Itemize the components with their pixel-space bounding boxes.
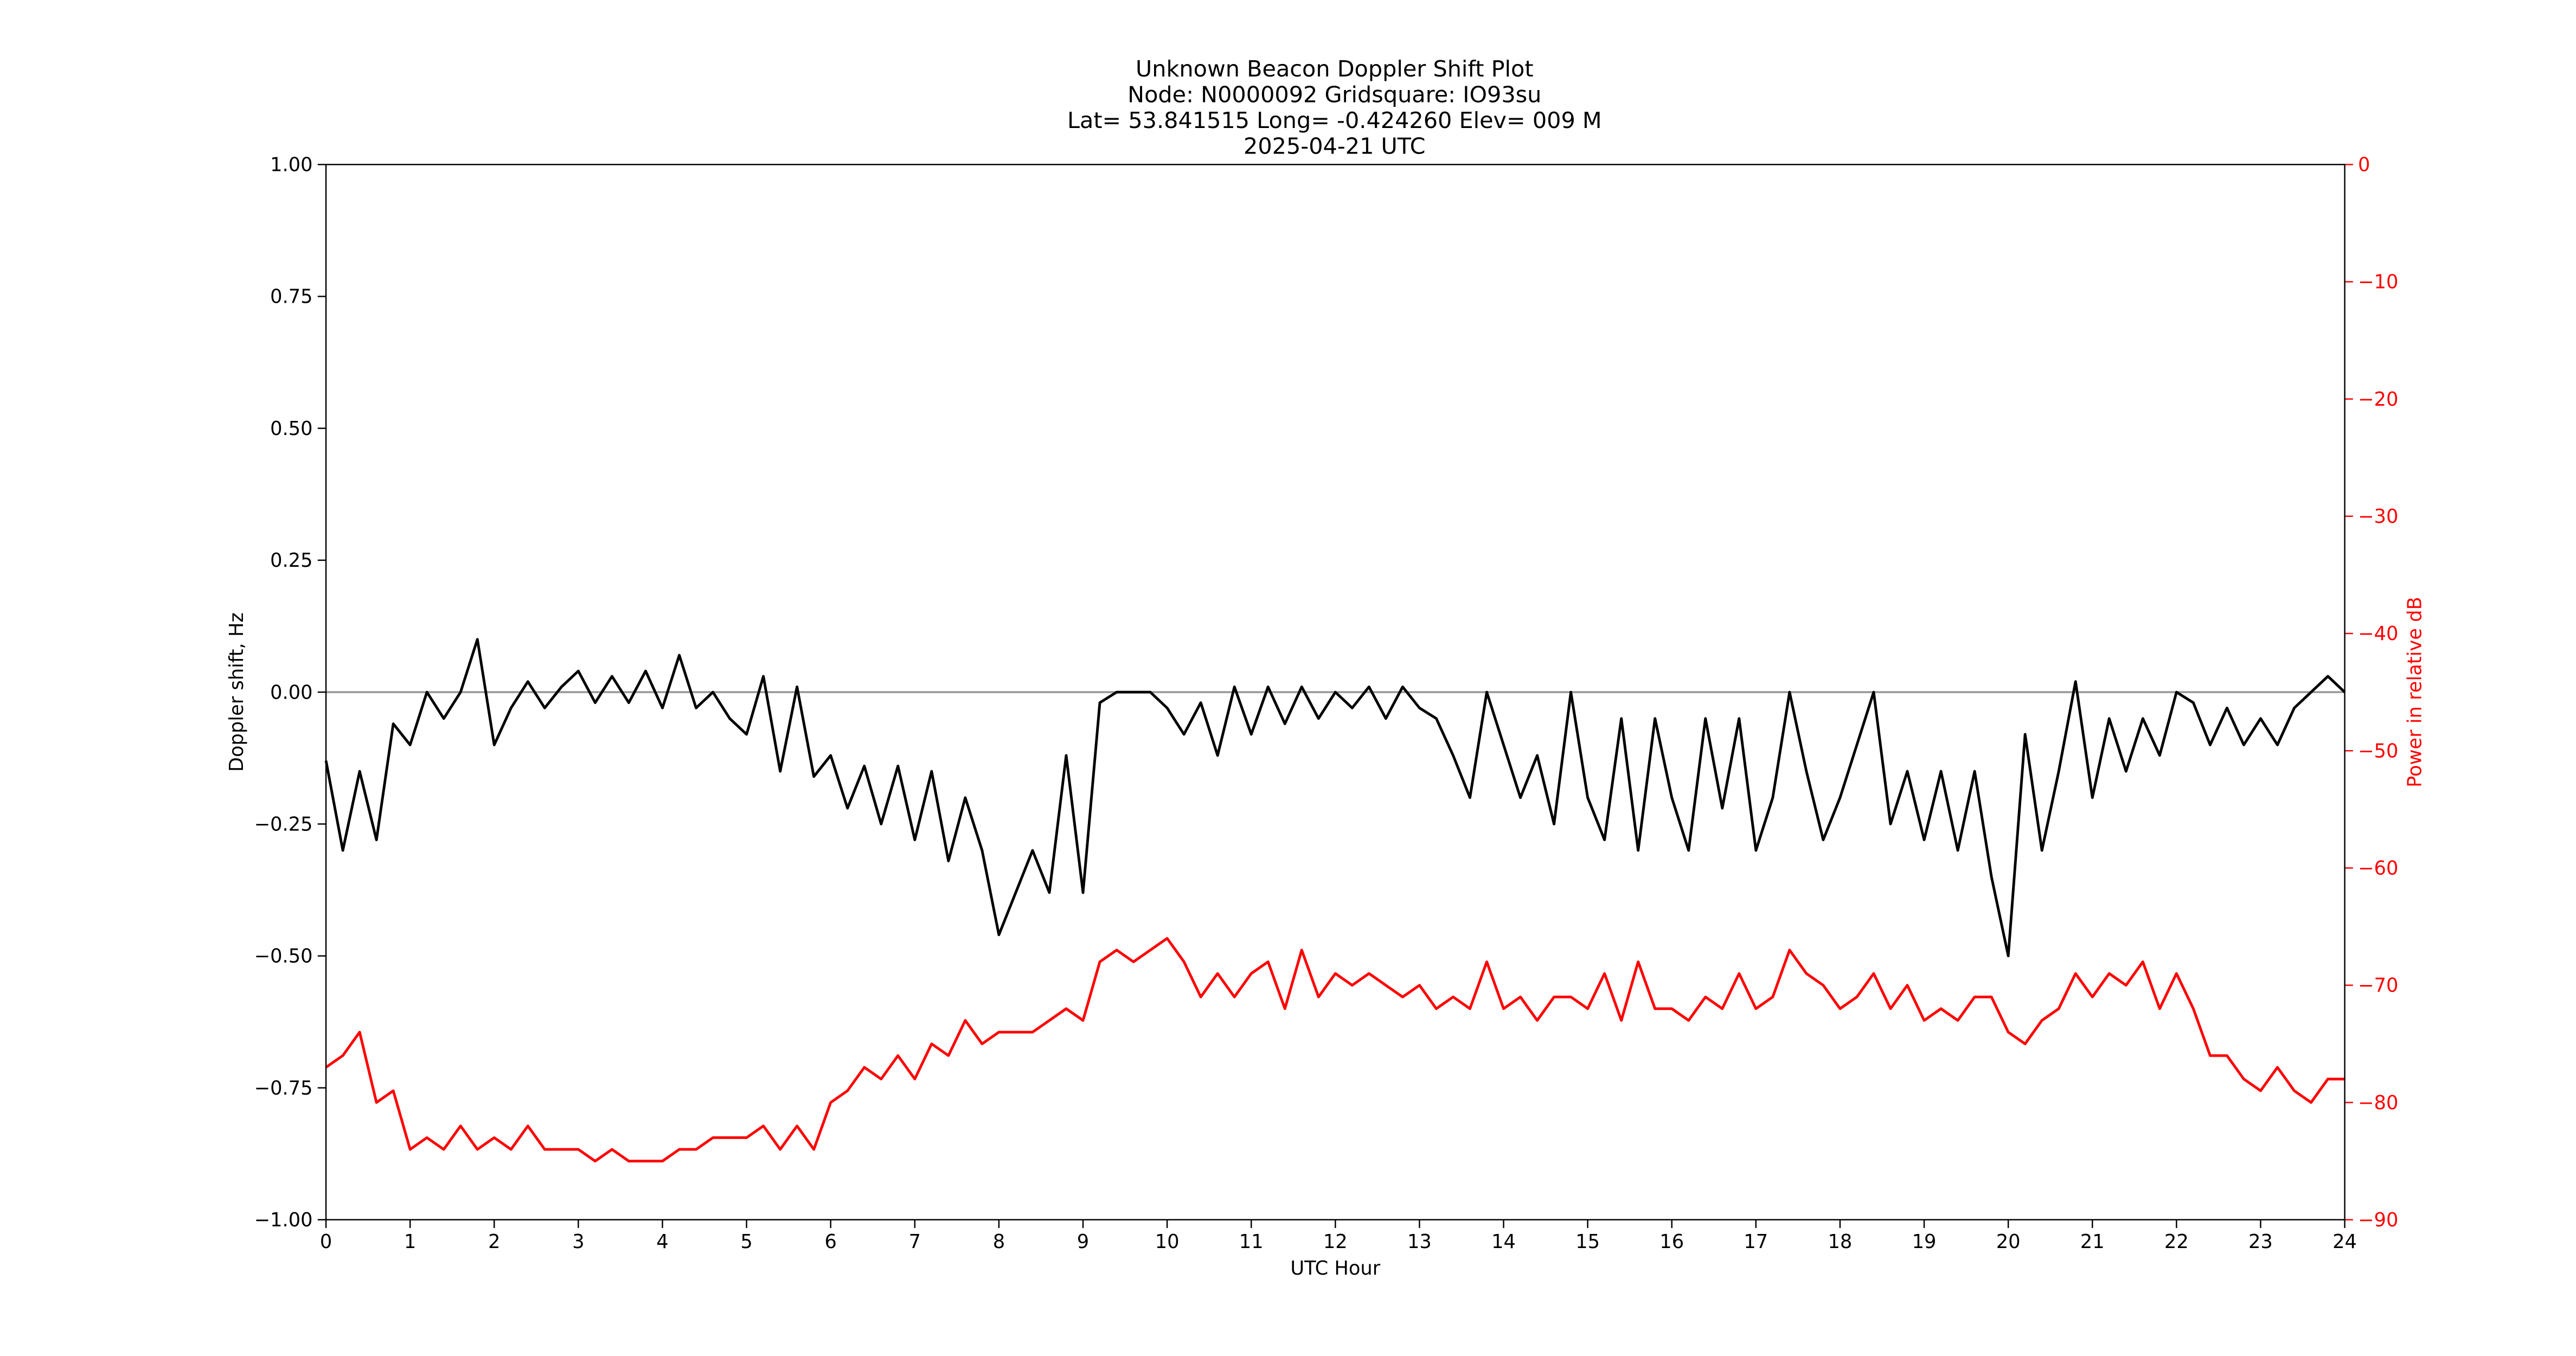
x-tick-label: 3 [572,1231,584,1253]
x-tick-label: 1 [404,1231,416,1253]
x-tick-label: 0 [320,1231,332,1253]
x-tick-label: 24 [2333,1231,2357,1253]
y2-tick-label: 0 [2358,154,2370,176]
x-tick-label: 16 [1659,1231,1684,1253]
x-tick-label: 6 [824,1231,836,1253]
x-tick-label: 9 [1077,1231,1089,1253]
y2-tick-label: −40 [2358,623,2398,645]
y-tick-label: 0.75 [270,286,312,308]
chart-title: Lat= 53.841515 Long= -0.424260 Elev= 009… [1067,107,1602,133]
chart-title: Unknown Beacon Doppler Shift Plot [1136,56,1534,82]
y-tick-label: −0.25 [254,813,313,835]
x-tick-label: 14 [1491,1231,1516,1253]
y-tick-label: 0.00 [270,681,312,703]
x-tick-label: 11 [1239,1231,1264,1253]
x-tick-label: 2 [488,1231,500,1253]
y2-tick-label: −50 [2358,740,2398,762]
x-tick-label: 7 [909,1231,921,1253]
x-tick-label: 10 [1155,1231,1180,1253]
x-tick-label: 5 [740,1231,752,1253]
x-tick-label: 13 [1407,1231,1432,1253]
x-tick-label: 21 [2080,1231,2105,1253]
y2-tick-label: −10 [2358,271,2398,293]
x-tick-label: 18 [1828,1231,1853,1253]
y2-tick-label: −20 [2358,388,2398,411]
y-tick-label: −1.00 [254,1209,313,1231]
y2-tick-label: −30 [2358,506,2398,528]
x-tick-label: 19 [1912,1231,1937,1253]
y-tick-label: 0.50 [270,418,312,440]
x-tick-label: 17 [1744,1231,1768,1253]
y2-tick-label: −80 [2358,1092,2398,1114]
x-tick-label: 15 [1575,1231,1600,1253]
x-tick-label: 12 [1323,1231,1348,1253]
x-axis-label: UTC Hour [1290,1257,1380,1280]
x-tick-label: 22 [2164,1231,2189,1253]
x-tick-label: 20 [1996,1231,2021,1253]
x-tick-label: 23 [2248,1231,2273,1253]
x-tick-label: 8 [993,1231,1005,1253]
y2-tick-label: −60 [2358,858,2398,880]
y2-axis-label: Power in relative dB [2404,597,2426,788]
chart-title: 2025-04-21 UTC [1244,133,1426,159]
y2-tick-label: −70 [2358,975,2398,997]
x-tick-label: 4 [656,1231,668,1253]
y-tick-label: −0.75 [254,1077,313,1099]
data-line [325,937,2345,1163]
y-tick-label: 1.00 [270,154,312,176]
y-tick-label: 0.25 [270,549,312,572]
chart-title: Node: N0000092 Gridsquare: IO93su [1127,81,1541,107]
data-line [324,638,2346,957]
y2-tick-label: −90 [2358,1209,2398,1231]
plot-frame [325,164,2346,1220]
y-tick-label: −0.50 [254,945,313,968]
y-axis-label: Doppler shift, Hz [226,612,248,772]
